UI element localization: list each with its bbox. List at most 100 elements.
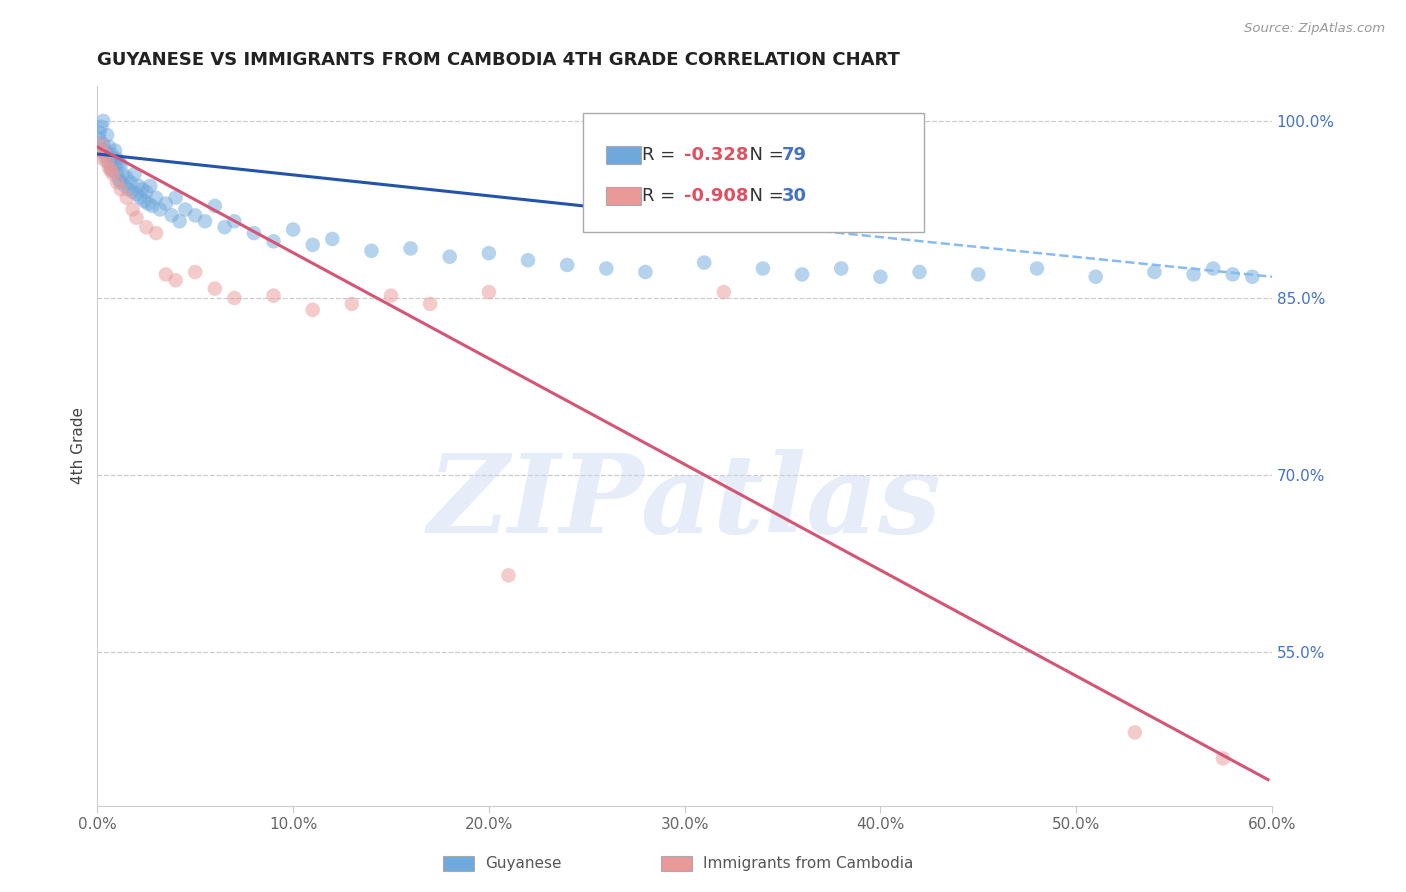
Point [110,175,132,189]
Point [155,196,177,211]
Point [165,273,187,287]
Point [169,214,191,228]
Text: Source: ZipAtlas.com: Source: ZipAtlas.com [1244,22,1385,36]
Point [139,178,162,193]
Point [89,126,111,140]
Point [145,226,167,240]
Point [184,265,207,279]
Point [184,208,207,222]
Point [224,214,246,228]
Point [98,161,121,176]
Point [134,194,156,209]
Point [1212,751,1234,765]
Point [478,285,501,299]
Point [90,137,112,152]
Point [91,152,114,166]
Point [908,265,931,279]
Point [517,253,540,268]
Text: R =: R = [643,146,681,164]
Text: Guyanese: Guyanese [485,856,561,871]
Point [281,222,304,236]
Point [1182,268,1205,282]
Point [121,202,143,217]
Text: GUYANESE VS IMMIGRANTS FROM CAMBODIA 4TH GRADE CORRELATION CHART: GUYANESE VS IMMIGRANTS FROM CAMBODIA 4TH… [97,51,900,69]
Point [301,238,323,252]
Point [263,288,285,302]
Point [114,178,136,193]
Point [100,161,122,176]
Point [141,199,163,213]
Point [100,163,122,178]
Point [115,170,138,185]
Point [125,187,148,202]
Point [321,232,343,246]
Point [360,244,382,258]
Text: ZIPatlas: ZIPatlas [427,450,942,557]
Point [110,158,132,172]
Point [104,159,127,173]
Text: 79: 79 [782,146,806,164]
Point [380,288,402,302]
Point [105,152,128,166]
Text: R =: R = [643,187,681,205]
Point [790,268,813,282]
Point [340,297,363,311]
Point [98,140,121,154]
Text: -0.908: -0.908 [685,187,749,205]
Point [108,155,131,169]
Point [120,175,142,189]
Point [145,191,167,205]
Point [160,208,183,222]
Point [174,202,197,217]
Point [124,167,146,181]
Point [399,241,422,255]
Point [165,191,187,205]
Point [498,568,520,582]
Point [94,149,117,163]
Point [131,182,153,196]
Point [136,196,159,211]
Point [96,155,118,169]
Point [1123,725,1146,739]
Point [101,163,124,178]
Point [94,144,117,158]
Point [967,268,990,282]
Point [101,167,124,181]
Point [105,167,128,181]
Point [1241,269,1264,284]
Point [121,185,143,199]
Y-axis label: 4th Grade: 4th Grade [72,407,86,484]
Point [869,269,891,284]
Point [204,199,226,213]
Point [713,285,735,299]
Point [752,261,775,276]
Point [439,250,461,264]
Point [118,182,141,196]
Point [98,155,121,169]
Point [90,120,112,134]
Point [108,173,131,187]
Point [478,246,501,260]
Point [555,258,578,272]
Point [115,191,138,205]
Point [127,178,149,193]
Text: N =: N = [738,187,789,205]
Point [94,147,117,161]
Point [89,144,111,158]
Point [595,261,617,276]
Point [89,131,111,145]
Point [204,281,226,295]
Point [91,137,114,152]
Point [100,147,122,161]
Point [1202,261,1225,276]
Point [111,167,134,181]
Point [96,147,118,161]
Point [129,191,152,205]
Point [214,220,236,235]
Point [90,144,112,158]
Point [243,226,266,240]
Point [104,144,127,158]
Point [224,291,246,305]
Text: -0.328: -0.328 [685,146,749,164]
Point [1143,265,1166,279]
